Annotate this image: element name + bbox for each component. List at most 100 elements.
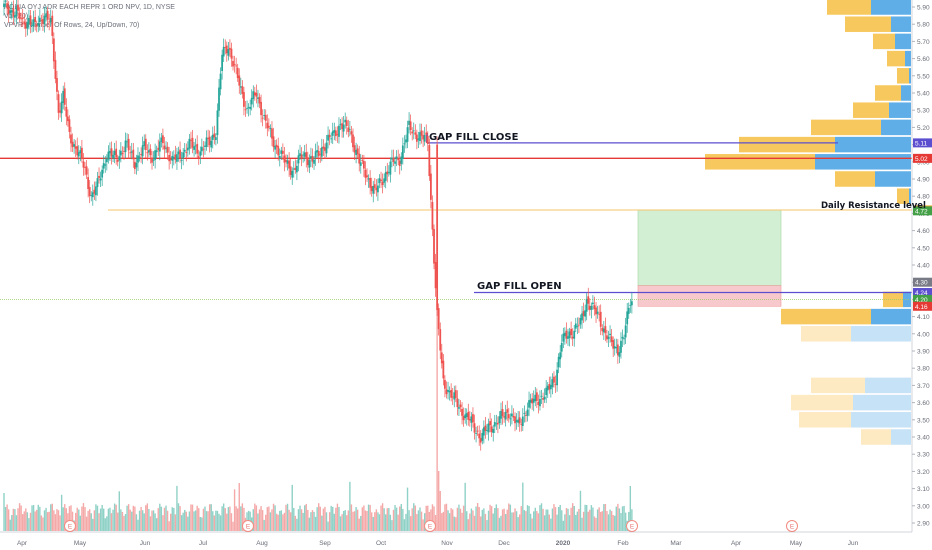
candle-body xyxy=(252,91,255,99)
candle-body xyxy=(473,423,476,433)
volume-bar xyxy=(62,507,64,531)
candle-body xyxy=(169,158,172,161)
volume-bar xyxy=(255,505,258,531)
volume-bar xyxy=(46,512,49,531)
volume-bar xyxy=(215,510,217,531)
candle-body xyxy=(271,128,273,139)
volume-bar xyxy=(492,513,494,531)
candle-body xyxy=(62,90,65,103)
volume-bar xyxy=(160,506,163,531)
candle-body xyxy=(359,162,362,166)
candle-body xyxy=(313,159,315,164)
stop-zone[interactable] xyxy=(637,285,782,307)
volume-bar xyxy=(289,512,292,531)
volume-bar xyxy=(341,514,343,531)
volume-bar xyxy=(127,504,130,531)
volume-bar xyxy=(386,508,388,531)
candle-body xyxy=(436,144,439,310)
candle-body xyxy=(121,153,124,154)
level-lines[interactable] xyxy=(0,132,912,300)
candle-body xyxy=(515,420,518,423)
price-axis: 5.905.805.705.605.505.405.305.205.105.00… xyxy=(911,0,930,532)
candle-body xyxy=(238,75,241,86)
candle-body xyxy=(73,144,76,147)
candle-body xyxy=(87,177,90,190)
volume-bar xyxy=(484,513,487,531)
candle-body xyxy=(264,114,267,121)
volume-bar xyxy=(224,508,226,531)
volume-bar xyxy=(590,505,593,531)
candle-body xyxy=(320,147,323,157)
volume-bar xyxy=(146,503,149,531)
earnings-marker[interactable] xyxy=(626,520,638,532)
time-tick-label: Jun xyxy=(140,540,151,547)
volume-profile-down xyxy=(739,136,835,153)
volume-bar xyxy=(420,511,423,531)
volume-bar xyxy=(137,519,139,531)
candle-body xyxy=(490,426,493,433)
volume-bar xyxy=(480,516,482,531)
volume-bar xyxy=(171,507,173,531)
volume-bar xyxy=(620,513,622,531)
earnings-marker[interactable] xyxy=(242,520,254,532)
candle-body xyxy=(292,168,295,170)
volume-bar xyxy=(321,515,323,531)
volume-bar xyxy=(559,504,561,531)
candle-body xyxy=(163,145,166,150)
volume-bar xyxy=(411,508,413,531)
candle-body xyxy=(453,392,456,400)
volume-bar xyxy=(494,508,496,531)
candle-body xyxy=(576,325,579,327)
candle-body xyxy=(177,151,180,155)
volume-bar xyxy=(296,518,298,531)
candle-body xyxy=(545,387,548,396)
volume-bar xyxy=(174,514,177,531)
volume-bar xyxy=(34,511,36,531)
candle-body xyxy=(60,101,63,114)
target-zone[interactable] xyxy=(637,209,782,286)
candle-body xyxy=(565,330,568,339)
volume-bar xyxy=(268,506,270,531)
price-label-text: 4.72 xyxy=(915,208,928,215)
volume-bar xyxy=(385,514,387,531)
volume-profile-down xyxy=(861,429,891,445)
volume-bar xyxy=(252,509,254,531)
candle-body xyxy=(246,108,248,110)
candle-body xyxy=(543,396,546,400)
candle-body xyxy=(213,133,216,138)
candle-body xyxy=(316,150,319,153)
range-box[interactable] xyxy=(637,209,782,307)
volume-bar xyxy=(540,503,543,531)
volume-bar xyxy=(238,483,240,531)
candle-body xyxy=(445,389,448,395)
volume-bar xyxy=(17,508,19,531)
candle-body xyxy=(236,67,239,79)
volume-bar xyxy=(93,510,96,531)
volume-bar xyxy=(57,510,60,531)
volume-bar xyxy=(81,506,83,531)
volume-bar xyxy=(313,511,315,531)
price-tick-label: 5.80 xyxy=(917,22,930,29)
volume-bar xyxy=(216,510,219,531)
volume-bar xyxy=(442,511,445,531)
candle-body xyxy=(300,154,303,158)
volume-bar xyxy=(461,512,463,531)
price-tick-label: 3.60 xyxy=(917,400,930,407)
price-tick-label: 2.90 xyxy=(917,521,930,528)
volume-bar xyxy=(539,505,541,531)
volume-bar xyxy=(193,511,195,531)
earnings-marker[interactable] xyxy=(64,520,76,532)
candle-body xyxy=(51,15,54,36)
earnings-marker[interactable] xyxy=(786,520,798,532)
candle-body xyxy=(294,167,297,170)
volume-bar xyxy=(417,510,420,531)
earnings-marker[interactable] xyxy=(424,520,436,532)
candle-body xyxy=(478,433,481,439)
volume-bar xyxy=(377,512,379,531)
candle-body xyxy=(588,305,591,310)
candle-body xyxy=(336,133,339,135)
candle-body xyxy=(208,136,211,146)
